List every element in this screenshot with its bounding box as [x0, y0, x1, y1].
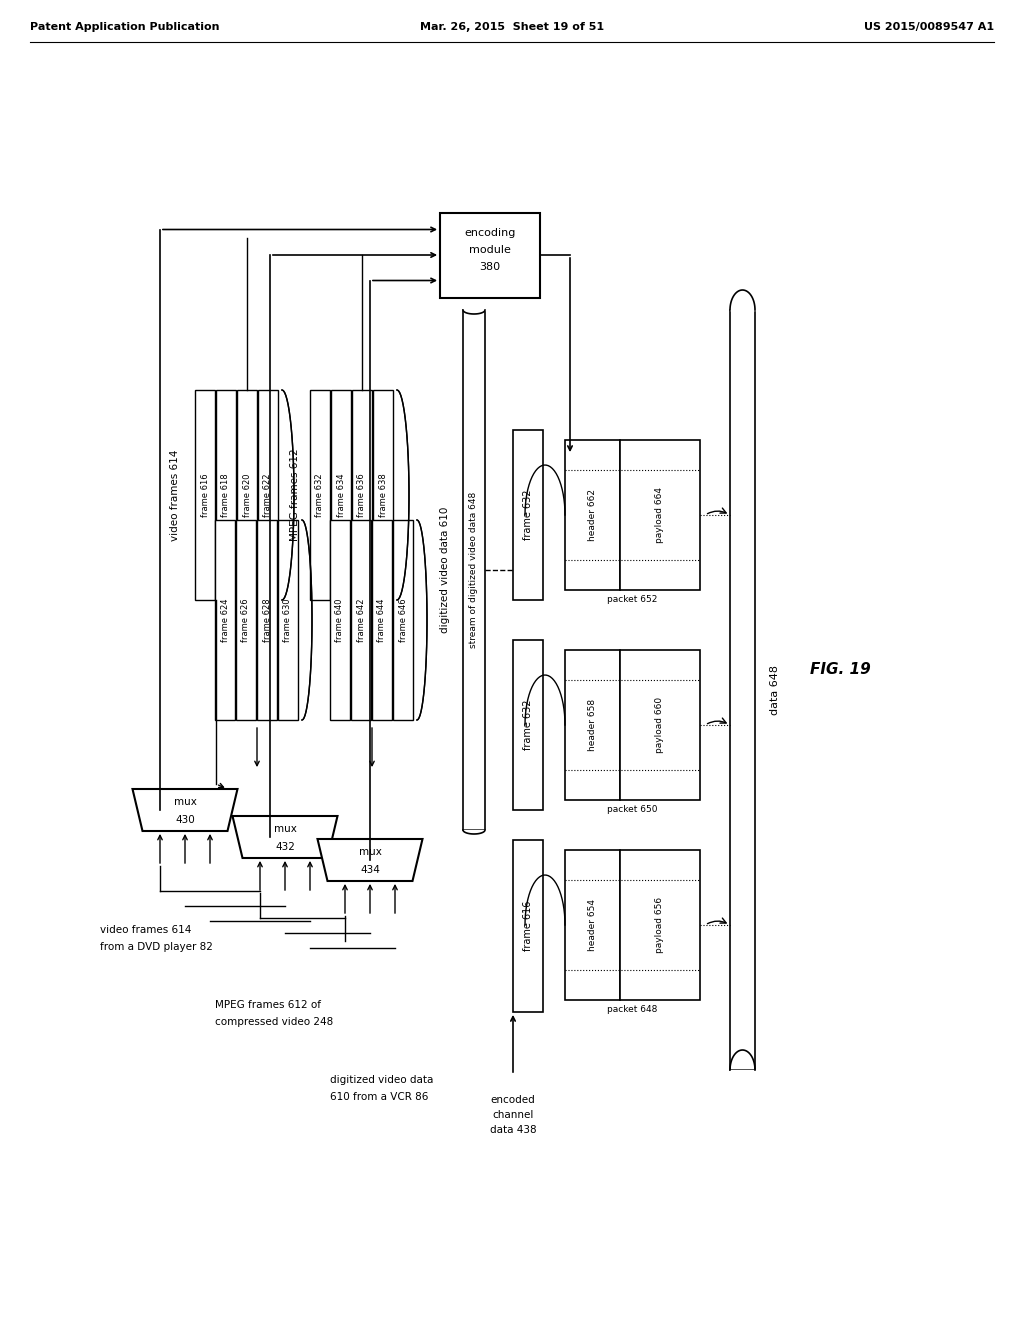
Polygon shape — [232, 816, 338, 858]
Bar — [620, 440, 700, 590]
Bar — [393, 520, 413, 719]
Text: digitized video data: digitized video data — [330, 1074, 433, 1085]
Text: frame 632: frame 632 — [523, 490, 534, 540]
Text: FIG. 19: FIG. 19 — [810, 663, 870, 677]
Bar — [730, 310, 755, 1071]
Polygon shape — [317, 840, 423, 880]
Text: frame 624: frame 624 — [220, 598, 229, 642]
Text: payload 664: payload 664 — [655, 487, 665, 543]
Text: MPEG frames 612 of: MPEG frames 612 of — [215, 1001, 321, 1010]
Text: packet 650: packet 650 — [607, 805, 657, 814]
Polygon shape — [132, 789, 238, 832]
Text: frame 620: frame 620 — [243, 474, 252, 516]
Bar — [565, 649, 620, 800]
Text: payload 656: payload 656 — [655, 896, 665, 953]
Text: header 654: header 654 — [588, 899, 597, 950]
Bar — [352, 389, 372, 601]
Text: packet 648: packet 648 — [607, 1006, 657, 1015]
Text: Mar. 26, 2015  Sheet 19 of 51: Mar. 26, 2015 Sheet 19 of 51 — [420, 22, 604, 32]
Bar — [258, 389, 278, 601]
Text: Patent Application Publication: Patent Application Publication — [30, 22, 219, 32]
Text: channel: channel — [493, 1110, 534, 1119]
Bar — [195, 389, 215, 601]
Text: encoded: encoded — [490, 1096, 536, 1105]
Text: frame 628: frame 628 — [262, 598, 271, 642]
Text: packet 652: packet 652 — [607, 595, 657, 605]
Bar — [330, 520, 350, 719]
Text: frame 626: frame 626 — [242, 598, 251, 642]
Bar — [440, 213, 540, 297]
Text: header 658: header 658 — [588, 698, 597, 751]
Text: frame 630: frame 630 — [284, 598, 293, 642]
Text: compressed video 248: compressed video 248 — [215, 1016, 333, 1027]
Bar — [331, 389, 351, 601]
Text: from a DVD player 82: from a DVD player 82 — [100, 942, 213, 952]
Text: payload 660: payload 660 — [655, 697, 665, 754]
Bar — [215, 520, 234, 719]
Text: data 648: data 648 — [770, 665, 780, 715]
Bar — [565, 440, 620, 590]
Bar — [236, 520, 256, 719]
Bar — [513, 430, 543, 601]
Text: frame 640: frame 640 — [336, 598, 344, 642]
Text: module: module — [469, 246, 511, 255]
Bar — [237, 389, 257, 601]
Text: 432: 432 — [275, 842, 295, 851]
Text: 610 from a VCR 86: 610 from a VCR 86 — [330, 1092, 428, 1102]
Text: frame 632: frame 632 — [523, 700, 534, 750]
Text: 380: 380 — [479, 261, 501, 272]
Text: frame 638: frame 638 — [379, 473, 387, 517]
Text: frame 634: frame 634 — [337, 473, 345, 517]
Text: 430: 430 — [175, 814, 195, 825]
Text: frame 622: frame 622 — [263, 474, 272, 516]
Text: video frames 614: video frames 614 — [100, 925, 191, 935]
Text: frame 618: frame 618 — [221, 473, 230, 517]
Bar — [620, 649, 700, 800]
Bar — [513, 640, 543, 810]
Text: mux: mux — [358, 847, 381, 857]
Text: MPEG frames 612: MPEG frames 612 — [290, 449, 300, 541]
Bar — [216, 389, 236, 601]
Bar — [278, 520, 298, 719]
Bar — [372, 520, 392, 719]
Text: video frames 614: video frames 614 — [170, 449, 180, 541]
Bar — [513, 840, 543, 1012]
Text: digitized video data 610: digitized video data 610 — [440, 507, 450, 634]
Text: header 662: header 662 — [588, 488, 597, 541]
Text: data 438: data 438 — [489, 1125, 537, 1135]
Text: mux: mux — [173, 797, 197, 807]
Bar — [373, 389, 393, 601]
Bar — [351, 520, 371, 719]
Bar — [310, 389, 330, 601]
Text: stream of digitized video data 648: stream of digitized video data 648 — [469, 492, 478, 648]
Text: frame 646: frame 646 — [398, 598, 408, 642]
Text: frame 632: frame 632 — [315, 473, 325, 517]
Text: frame 616: frame 616 — [201, 473, 210, 517]
Text: US 2015/0089547 A1: US 2015/0089547 A1 — [864, 22, 994, 32]
Text: mux: mux — [273, 824, 296, 834]
Bar — [620, 850, 700, 1001]
Text: encoding: encoding — [464, 228, 516, 238]
Bar — [463, 310, 485, 830]
Text: frame 616: frame 616 — [523, 900, 534, 952]
Bar — [257, 520, 278, 719]
Text: frame 642: frame 642 — [356, 598, 366, 642]
Text: frame 636: frame 636 — [357, 473, 367, 517]
Text: frame 644: frame 644 — [378, 598, 386, 642]
Text: 434: 434 — [360, 865, 380, 875]
Bar — [565, 850, 620, 1001]
